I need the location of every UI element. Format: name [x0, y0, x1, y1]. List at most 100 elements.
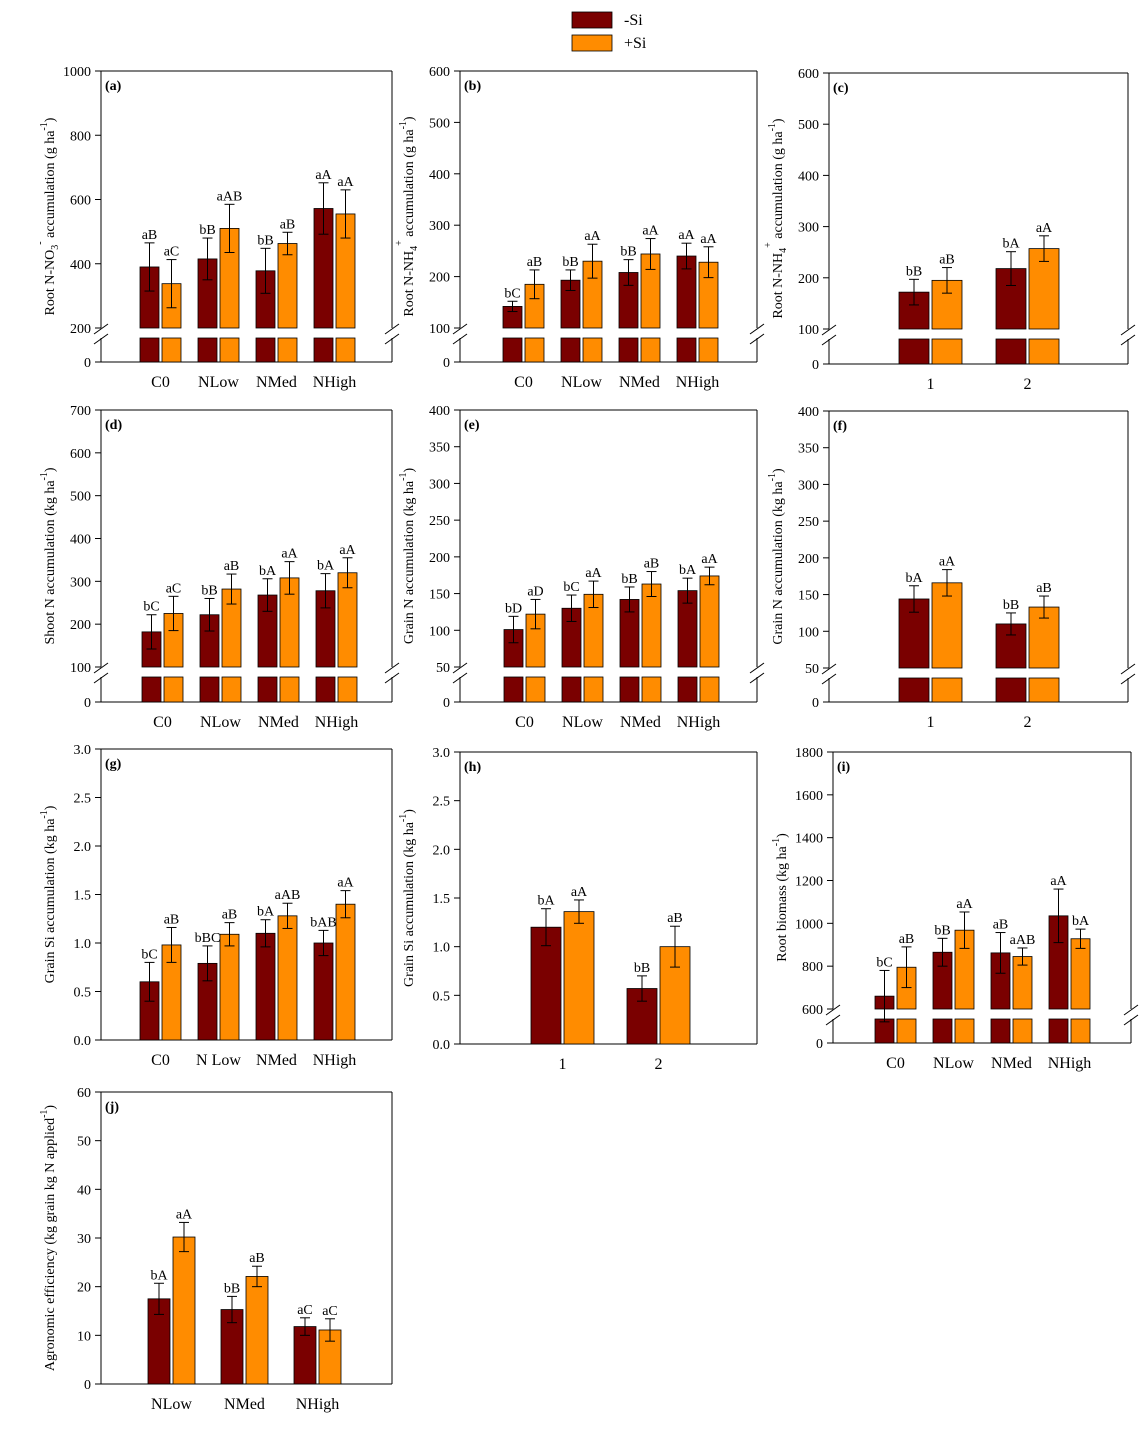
bar-pos-si — [699, 575, 720, 668]
bar-pos-si — [1028, 248, 1060, 330]
y-tick-label: 3.0 — [74, 743, 92, 758]
y-tick-label: 700 — [70, 404, 91, 419]
y-tick-label: 1000 — [63, 65, 91, 80]
x-tick-label: NLow — [198, 374, 239, 391]
bar-pos-si — [277, 915, 298, 1041]
y-tick-label: 150 — [429, 588, 450, 603]
y-tick-label: 350 — [429, 441, 450, 456]
y-tick-label: 800 — [70, 129, 91, 144]
y-tick-label: 3.0 — [433, 746, 451, 761]
x-tick-label: N Low — [196, 1052, 241, 1069]
y-tick-label: 500 — [429, 116, 450, 131]
y-tick-label: 400 — [429, 168, 450, 183]
y-tick-label: 0.5 — [433, 989, 451, 1004]
axis-break-mark — [384, 323, 400, 335]
significance-label: aA — [1050, 874, 1067, 889]
bar-lower-pos-si — [277, 337, 298, 363]
y-tick-label: 1800 — [795, 746, 823, 761]
bar-lower-pos-si — [219, 337, 240, 363]
legend: -Si +Si — [571, 11, 647, 52]
y-tick-label: 2.5 — [74, 792, 92, 807]
significance-label: bB — [1003, 598, 1019, 613]
bar-lower-pos-si — [698, 337, 719, 363]
significance-label: aB — [164, 912, 180, 927]
x-tick-label: NMed — [991, 1055, 1032, 1072]
bar-pos-si — [335, 903, 356, 1041]
y-tick-label: 300 — [798, 221, 819, 236]
bar-lower-neg-si — [874, 1018, 895, 1044]
significance-label: bC — [876, 955, 892, 970]
significance-label: aB — [224, 559, 240, 574]
y-axis-title: Grain Si accumulation (kg ha-1) — [39, 805, 58, 983]
bar-lower-pos-si — [699, 676, 720, 703]
axis-break-mark — [93, 333, 109, 345]
x-tick-label: 1 — [927, 714, 935, 731]
significance-label: bA — [317, 559, 335, 574]
bar-lower-pos-si — [335, 337, 356, 363]
legend-label-pos-si: +Si — [624, 35, 647, 52]
y-tick-label: 200 — [70, 618, 91, 633]
axis-break-mark — [825, 1014, 841, 1026]
y-tick-label: 600 — [70, 194, 91, 209]
chart-panel-g: 0.0 0.5 1.0 1.5 2.0 2.5 3.0 (g) Grain Si accumul… — [39, 743, 393, 1069]
significance-label: bC — [141, 947, 157, 962]
significance-label: bB — [620, 245, 636, 260]
y-tick-label: 0 — [812, 358, 819, 373]
axis-break-mark — [452, 662, 468, 674]
y-tick-label: 1600 — [795, 789, 823, 804]
x-tick-label: NMed — [620, 714, 661, 731]
significance-label: aA — [315, 168, 332, 183]
x-tick-label: NMed — [619, 374, 660, 391]
axis-break-mark — [825, 1004, 841, 1016]
y-tick-label: 0 — [84, 1378, 91, 1393]
chart-panel-a: 0 200 400 600 800 1000 (a) Root N-NO3- accumula… — [35, 65, 400, 391]
bar-lower-pos-si — [931, 338, 963, 365]
bar-lower-pos-si — [221, 676, 242, 703]
y-tick-label: 300 — [70, 575, 91, 590]
bar-lower-neg-si — [502, 337, 523, 363]
y-axis-title: Agronomic efficiency (kg grain kg N appl… — [39, 1105, 58, 1372]
y-tick-label: 1400 — [795, 832, 823, 847]
x-tick-label: 2 — [1024, 714, 1032, 731]
significance-label: bB — [906, 264, 922, 279]
y-tick-label: 300 — [429, 477, 450, 492]
bar-lower-pos-si — [896, 1018, 917, 1044]
y-tick-label: 1000 — [795, 917, 823, 932]
axis-break-mark — [821, 673, 837, 685]
significance-label: aA — [701, 552, 718, 567]
bar-lower-neg-si — [995, 338, 1027, 365]
bar-lower-neg-si — [898, 677, 930, 703]
axis-break-mark — [384, 662, 400, 674]
y-tick-label: 100 — [429, 322, 450, 337]
axis-break-mark — [1123, 1014, 1139, 1026]
significance-label: aAB — [1010, 933, 1036, 948]
y-tick-label: 500 — [798, 118, 819, 133]
significance-label: bC — [504, 286, 520, 301]
significance-label: aB — [527, 255, 543, 270]
significance-label: bC — [143, 600, 159, 615]
significance-label: aC — [166, 581, 182, 596]
panel-label: (j) — [105, 1100, 119, 1115]
bar-lower-neg-si — [313, 337, 334, 363]
significance-label: bB — [934, 923, 950, 938]
significance-label: bA — [679, 563, 697, 578]
bar-pos-si — [563, 911, 595, 1045]
axis-break-mark — [93, 672, 109, 684]
bar-lower-pos-si — [279, 676, 300, 703]
y-tick-label: 0 — [816, 1037, 823, 1052]
bar-lower-neg-si — [619, 676, 640, 703]
significance-label: bC — [563, 580, 579, 595]
legend-swatch-neg-si — [571, 11, 613, 29]
y-tick-label: 400 — [798, 169, 819, 184]
significance-label: bB — [199, 223, 215, 238]
bar-neg-si — [255, 932, 276, 1041]
bar-pos-si — [931, 582, 963, 669]
axis-break-mark — [821, 663, 837, 675]
x-tick-label: C0 — [153, 714, 172, 731]
y-tick-label: 200 — [429, 551, 450, 566]
significance-label: bA — [1002, 237, 1020, 252]
y-tick-label: 2.0 — [433, 843, 451, 858]
y-axis-title: Shoot N accumulation (kg ha-1) — [39, 467, 58, 644]
y-tick-label: 0.0 — [433, 1038, 451, 1053]
y-tick-label: 600 — [70, 447, 91, 462]
